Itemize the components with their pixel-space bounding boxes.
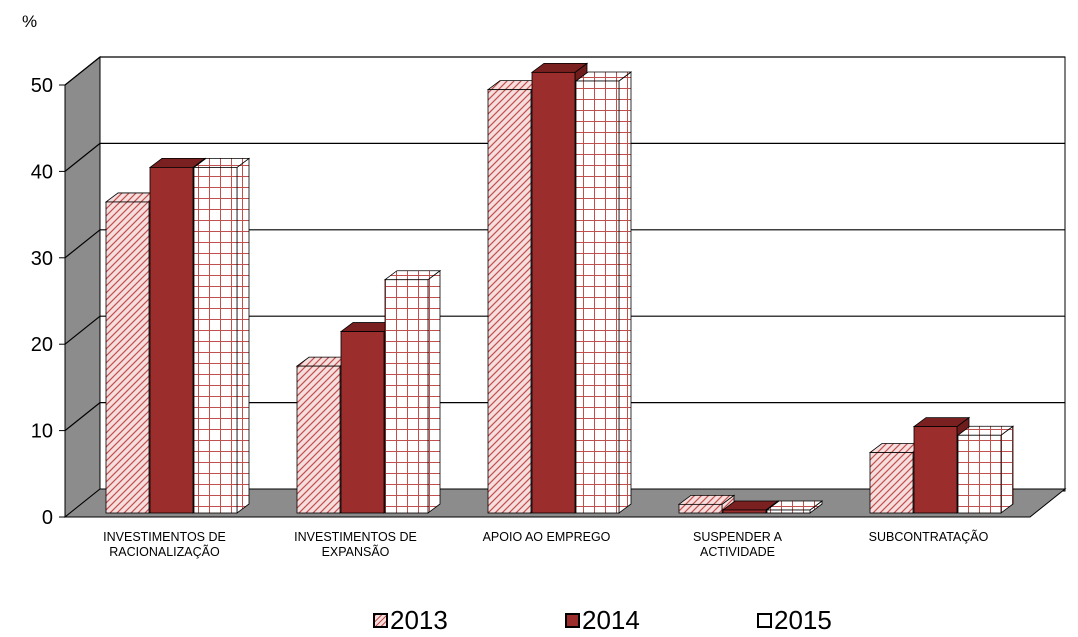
- legend-label: 2013: [390, 605, 448, 635]
- y-unit-label: %: [22, 12, 37, 31]
- gridline: [64, 315, 1065, 345]
- y-tick-label: 20: [31, 334, 53, 356]
- legend-swatch: [565, 613, 580, 628]
- bar-2015: [765, 500, 824, 514]
- legend-item-2014: 2014: [565, 605, 640, 636]
- y-tick-label: 50: [31, 75, 53, 97]
- x-category-label: INVESTIMENTOS DE EXPANSÃO: [294, 530, 417, 559]
- legend-item-2013: 2013: [373, 605, 448, 636]
- x-category-label: SUSPENDER A ACTIVIDADE: [693, 530, 783, 559]
- bar-2015: [383, 269, 442, 514]
- gridline: [64, 56, 1065, 86]
- bar-2015: [574, 71, 633, 514]
- bar-2015: [192, 157, 251, 514]
- legend-item-2015: 2015: [757, 605, 832, 636]
- x-category-label: SUBCONTRATAÇÃO: [869, 530, 989, 544]
- gridline: [64, 142, 1065, 172]
- chart-plot: 0 10 20 30 40 50% INVESTIMENTOS DE RACIONALIZAÇ…: [22, 12, 1067, 559]
- legend-label: 2015: [774, 605, 832, 635]
- chart-side-wall: [64, 55, 101, 519]
- legend: 2013 2014 2015: [0, 605, 1078, 637]
- x-category-label: INVESTIMENTOS DE RACIONALIZAÇÃO: [103, 530, 226, 559]
- x-category-label: APOIO AO EMPREGO: [483, 530, 611, 544]
- y-tick-label: 0: [42, 507, 53, 529]
- bar-2015: [956, 425, 1015, 514]
- y-tick-label: 30: [31, 248, 53, 270]
- gridline: [64, 229, 1065, 259]
- y-tick-label: 10: [31, 421, 53, 443]
- gridline: [64, 402, 1065, 432]
- legend-label: 2014: [582, 605, 640, 635]
- legend-swatch: [757, 613, 772, 628]
- y-tick-label: 40: [31, 161, 53, 183]
- legend-swatch: [373, 613, 388, 628]
